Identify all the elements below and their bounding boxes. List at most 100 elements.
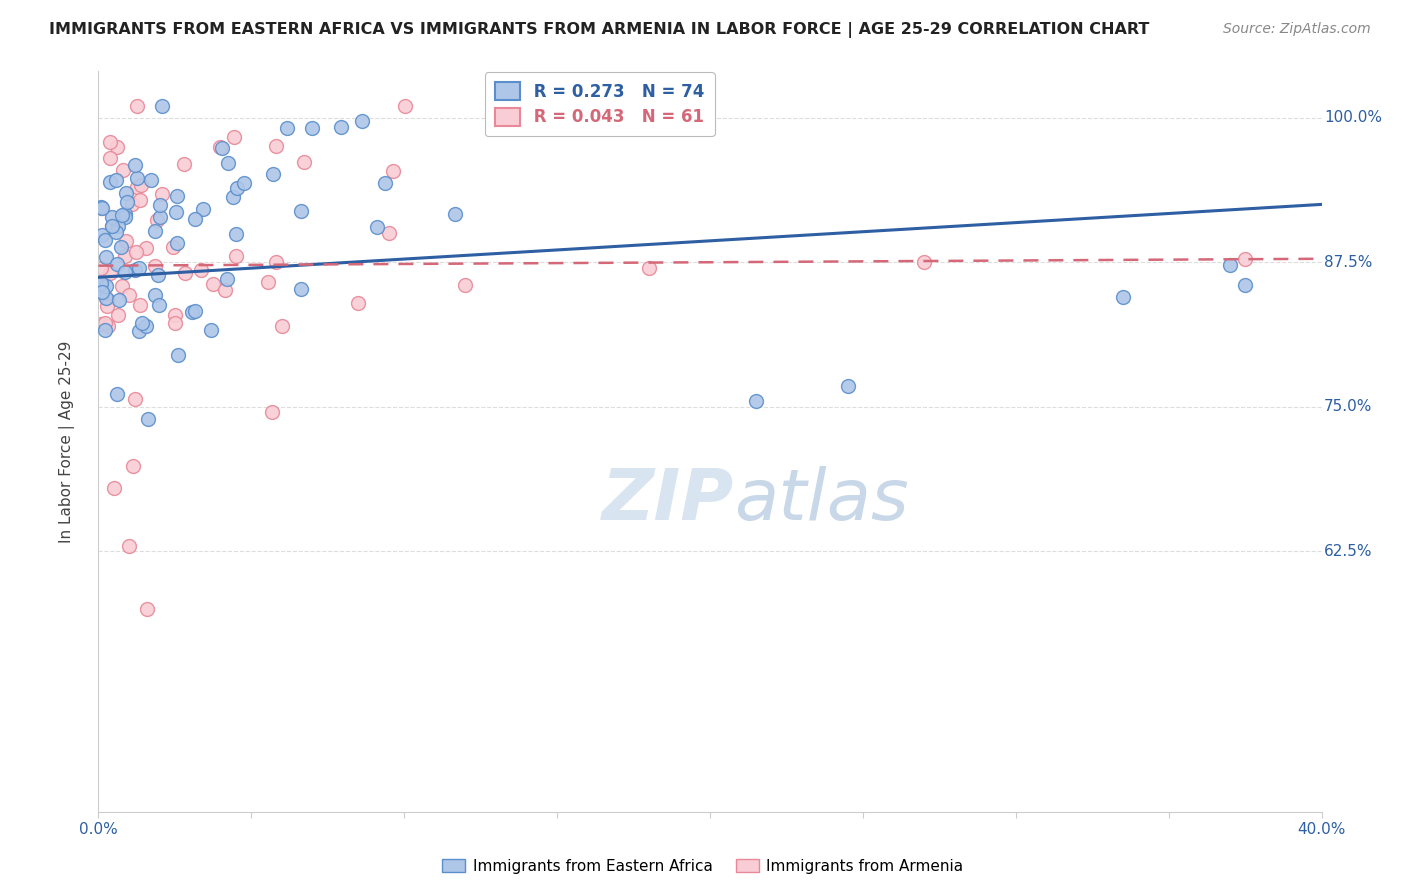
- Point: [193, 202, 215, 217]
- Point: [262, 405, 284, 419]
- Point: [98, 151, 121, 165]
- Point: [125, 180, 148, 194]
- Point: [114, 265, 136, 279]
- Point: [150, 99, 173, 113]
- Point: [366, 220, 388, 235]
- Point: [166, 188, 188, 202]
- Point: [111, 279, 134, 293]
- Point: [222, 190, 245, 204]
- Point: [139, 173, 162, 187]
- Text: 62.5%: 62.5%: [1324, 544, 1372, 559]
- Point: [225, 227, 247, 241]
- Point: [290, 204, 312, 219]
- Point: [201, 277, 224, 292]
- Point: [837, 379, 859, 393]
- Point: [173, 266, 195, 280]
- Point: [118, 288, 141, 302]
- Point: [90, 277, 112, 291]
- Point: [162, 240, 184, 254]
- Point: [211, 141, 233, 155]
- Point: [108, 293, 131, 308]
- Point: [118, 539, 141, 553]
- Point: [90, 284, 112, 298]
- Text: Source: ZipAtlas.com: Source: ZipAtlas.com: [1223, 22, 1371, 37]
- Point: [184, 304, 207, 318]
- Point: [135, 319, 157, 334]
- Point: [96, 299, 118, 313]
- Text: 87.5%: 87.5%: [1324, 255, 1372, 269]
- Point: [105, 387, 128, 401]
- Point: [104, 173, 127, 187]
- Point: [352, 114, 374, 128]
- Point: [131, 316, 153, 330]
- Point: [264, 138, 287, 153]
- Point: [94, 250, 117, 264]
- Point: [149, 211, 172, 225]
- Point: [101, 219, 124, 234]
- Point: [180, 305, 202, 319]
- Point: [91, 228, 114, 243]
- Point: [105, 257, 128, 271]
- Point: [98, 135, 121, 149]
- Point: [93, 233, 115, 247]
- Point: [96, 278, 118, 293]
- Point: [105, 225, 128, 239]
- Point: [215, 272, 238, 286]
- Point: [93, 316, 115, 330]
- Point: [129, 178, 152, 193]
- Point: [128, 261, 150, 276]
- Point: [94, 291, 117, 305]
- Point: [1219, 258, 1241, 272]
- Point: [276, 120, 298, 135]
- Point: [912, 255, 935, 269]
- Point: [200, 323, 222, 337]
- Point: [1234, 252, 1257, 266]
- Point: [98, 266, 121, 280]
- Point: [100, 219, 122, 234]
- Point: [125, 171, 148, 186]
- Point: [163, 309, 186, 323]
- Point: [114, 234, 136, 248]
- Point: [90, 200, 112, 214]
- Point: [264, 255, 287, 269]
- Text: ZIP: ZIP: [602, 467, 734, 535]
- Point: [378, 227, 401, 241]
- Point: [224, 130, 246, 145]
- Point: [125, 244, 148, 259]
- Point: [111, 162, 134, 177]
- Point: [114, 207, 136, 221]
- Legend: Immigrants from Eastern Africa, Immigrants from Armenia: Immigrants from Eastern Africa, Immigran…: [436, 853, 970, 880]
- Point: [257, 275, 280, 289]
- Point: [111, 208, 134, 222]
- Point: [394, 99, 416, 113]
- Point: [115, 195, 138, 210]
- Point: [143, 260, 166, 274]
- Point: [262, 167, 284, 181]
- Point: [114, 249, 136, 263]
- Point: [90, 277, 112, 292]
- Point: [329, 120, 352, 134]
- Point: [90, 260, 112, 275]
- Point: [301, 121, 323, 136]
- Point: [128, 324, 150, 338]
- Point: [143, 288, 166, 302]
- Point: [381, 163, 404, 178]
- Point: [190, 263, 212, 277]
- Point: [115, 186, 138, 200]
- Point: [107, 219, 129, 233]
- Point: [1234, 278, 1257, 293]
- Point: [444, 207, 467, 221]
- Y-axis label: In Labor Force | Age 25-29: In Labor Force | Age 25-29: [59, 341, 75, 542]
- Point: [129, 193, 152, 207]
- Point: [637, 260, 661, 275]
- Point: [150, 187, 173, 202]
- Point: [183, 211, 205, 226]
- Point: [96, 293, 118, 307]
- Point: [107, 308, 129, 322]
- Point: [146, 213, 169, 227]
- Point: [101, 211, 124, 225]
- Point: [127, 99, 149, 113]
- Point: [217, 156, 239, 170]
- Point: [90, 202, 112, 216]
- Text: atlas: atlas: [734, 467, 910, 535]
